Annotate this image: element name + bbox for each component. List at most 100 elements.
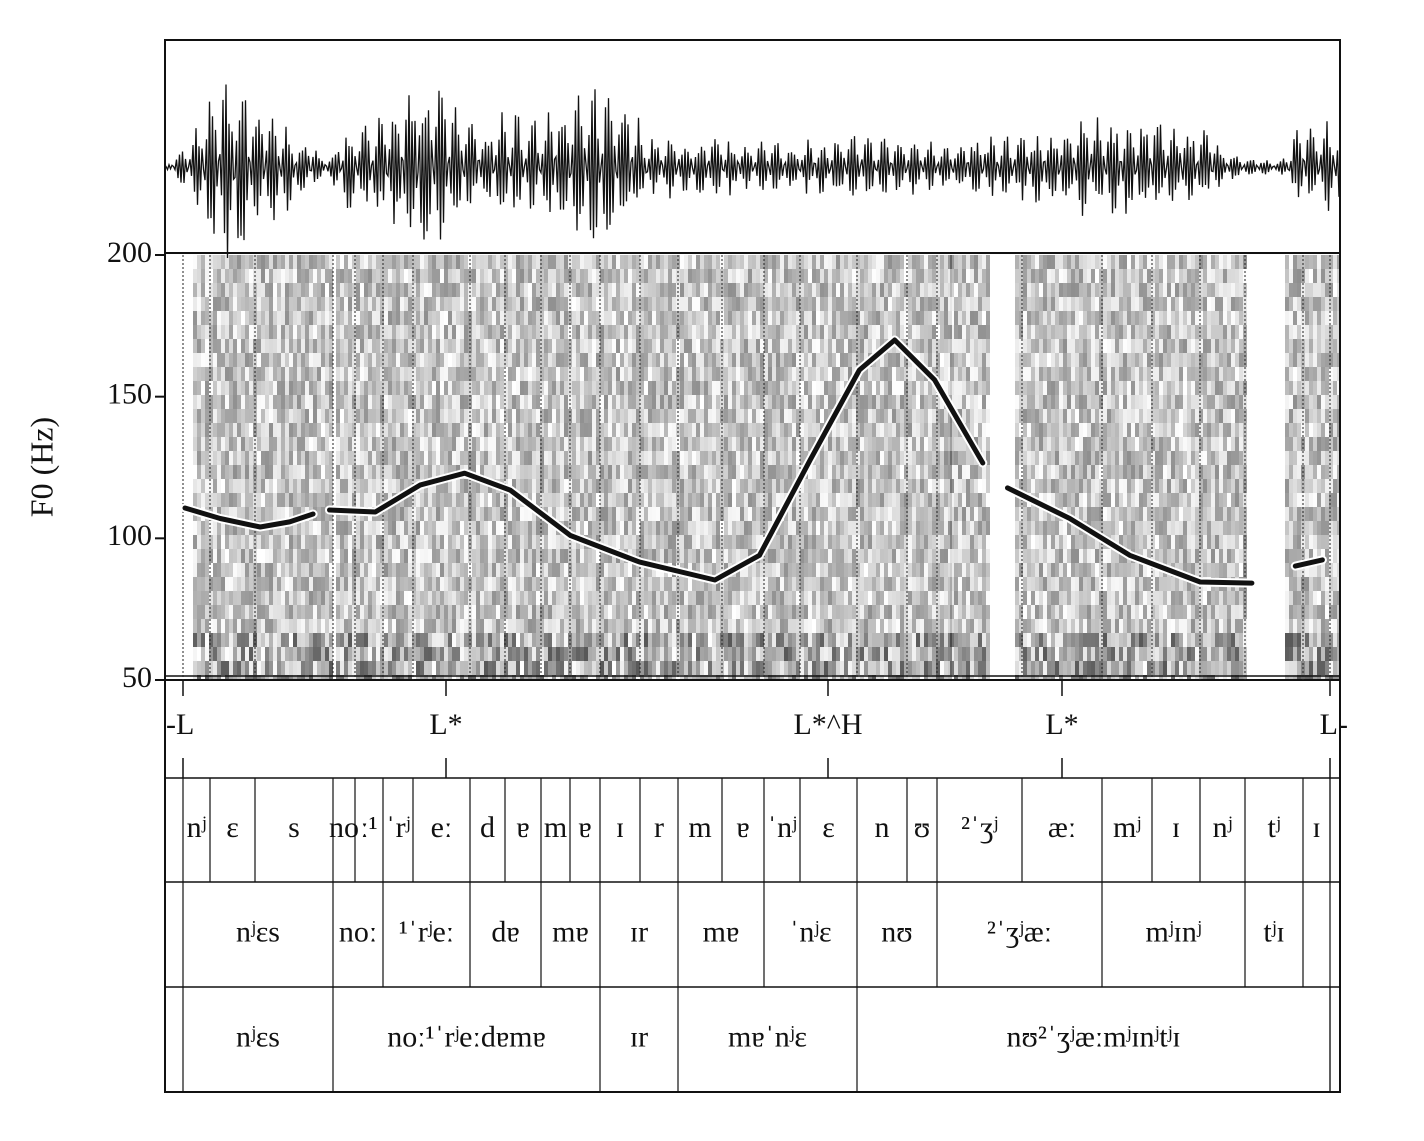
- spectrogram-cell: [452, 493, 456, 507]
- spectrogram-cell: [325, 353, 329, 367]
- spectrogram-cell: [348, 563, 352, 577]
- spectrogram-cell: [460, 255, 464, 269]
- spectrogram-cell: [360, 437, 364, 451]
- spectrogram-cell: [636, 591, 640, 605]
- spectrogram-cell: [209, 339, 213, 353]
- spectrogram-cell: [780, 409, 784, 423]
- spectrogram-cell: [764, 381, 768, 395]
- spectrogram-cell: [700, 255, 704, 269]
- spectrogram-cell: [576, 493, 580, 507]
- spectrogram-cell: [368, 283, 372, 297]
- spectrogram-cell: [229, 521, 233, 535]
- spectrogram-cell: [277, 255, 281, 269]
- spectrogram-cell: [536, 353, 540, 367]
- spectrogram-cell: [460, 451, 464, 465]
- spectrogram-cell: [297, 577, 301, 591]
- spectrogram-cell: [824, 675, 828, 680]
- spectrogram-cell: [193, 437, 197, 451]
- spectrogram-cell: [293, 339, 297, 353]
- spectrogram-cell: [472, 661, 476, 675]
- spectrogram-cell: [576, 577, 580, 591]
- spectrogram-cell: [313, 577, 317, 591]
- spectrogram-cell: [708, 311, 712, 325]
- spectrogram-cell: [281, 255, 285, 269]
- spectrogram-cell: [488, 619, 492, 633]
- spectrogram-cell: [504, 465, 508, 479]
- spectrogram-cell: [548, 619, 552, 633]
- spectrogram-cell: [644, 647, 648, 661]
- spectrogram-cell: [644, 493, 648, 507]
- spectrogram-cell: [712, 507, 716, 521]
- spectrogram-cell: [640, 605, 644, 619]
- spectrogram-cell: [496, 577, 500, 591]
- spectrogram-cell: [636, 619, 640, 633]
- spectrogram-cell: [508, 675, 512, 680]
- spectrogram-cell: [432, 647, 436, 661]
- spectrogram-cell: [716, 269, 720, 283]
- spectrogram-cell: [317, 437, 321, 451]
- spectrogram-cell: [384, 591, 388, 605]
- spectrogram-cell: [205, 269, 209, 283]
- spectrogram-cell: [824, 297, 828, 311]
- spectrogram-cell: [580, 409, 584, 423]
- spectrogram-cell: [592, 395, 596, 409]
- spectrogram-cell: [692, 633, 696, 647]
- spectrogram-cell: [496, 423, 500, 437]
- spectrogram-cell: [740, 255, 744, 269]
- spectrogram-cell: [788, 325, 792, 339]
- spectrogram-cell: [660, 353, 664, 367]
- spectrogram-cell: [364, 409, 368, 423]
- spectrogram-cell: [680, 255, 684, 269]
- spectrogram-cell: [672, 507, 676, 521]
- spectrogram-cell: [780, 577, 784, 591]
- spectrogram-cell: [608, 591, 612, 605]
- spectrogram-cell: [301, 381, 305, 395]
- spectrogram-cell: [408, 269, 412, 283]
- spectrogram-cell: [744, 297, 748, 311]
- spectrogram-cell: [748, 269, 752, 283]
- spectrogram-cell: [512, 339, 516, 353]
- spectrogram-cell: [688, 311, 692, 325]
- spectrogram-cell: [360, 633, 364, 647]
- spectrogram-cell: [193, 535, 197, 549]
- spectrogram-cell: [436, 367, 440, 381]
- spectrogram-cell: [285, 255, 289, 269]
- spectrogram-cell: [309, 633, 313, 647]
- spectrogram-cell: [740, 661, 744, 675]
- spectrogram-cell: [253, 535, 257, 549]
- spectrogram-cell: [748, 619, 752, 633]
- spectrogram-cell: [680, 605, 684, 619]
- spectrogram-cell: [724, 535, 728, 549]
- spectrogram-cell: [608, 423, 612, 437]
- spectrogram-cell: [636, 297, 640, 311]
- spectrogram-cell: [444, 381, 448, 395]
- spectrogram-cell: [652, 521, 656, 535]
- spectrogram-cell: [452, 423, 456, 437]
- spectrogram-cell: [225, 325, 229, 339]
- spectrogram-cell: [624, 353, 628, 367]
- spectrogram-cell: [329, 521, 333, 535]
- spectrogram-cell: [297, 283, 301, 297]
- spectrogram-cell: [608, 339, 612, 353]
- spectrogram-cell: [480, 563, 484, 577]
- spectrogram-cell: [317, 269, 321, 283]
- spectrogram-cell: [556, 563, 560, 577]
- spectrogram-cell: [572, 451, 576, 465]
- spectrogram-cell: [740, 325, 744, 339]
- spectrogram-cell: [360, 325, 364, 339]
- spectrogram-cell: [796, 675, 800, 680]
- spectrogram-cell: [484, 395, 488, 409]
- spectrogram-cell: [788, 549, 792, 563]
- spectrogram-cell: [512, 591, 516, 605]
- spectrogram-cell: [364, 619, 368, 633]
- spectrogram-cell: [456, 619, 460, 633]
- spectrogram-cell: [540, 339, 544, 353]
- spectrogram-cell: [680, 577, 684, 591]
- spectrogram-cell: [692, 549, 696, 563]
- spectrogram-cell: [297, 311, 301, 325]
- spectrogram-cell: [221, 311, 225, 325]
- spectrogram-cell: [568, 283, 572, 297]
- spectrogram-cell: [636, 311, 640, 325]
- spectrogram-cell: [560, 297, 564, 311]
- spectrogram-cell: [660, 591, 664, 605]
